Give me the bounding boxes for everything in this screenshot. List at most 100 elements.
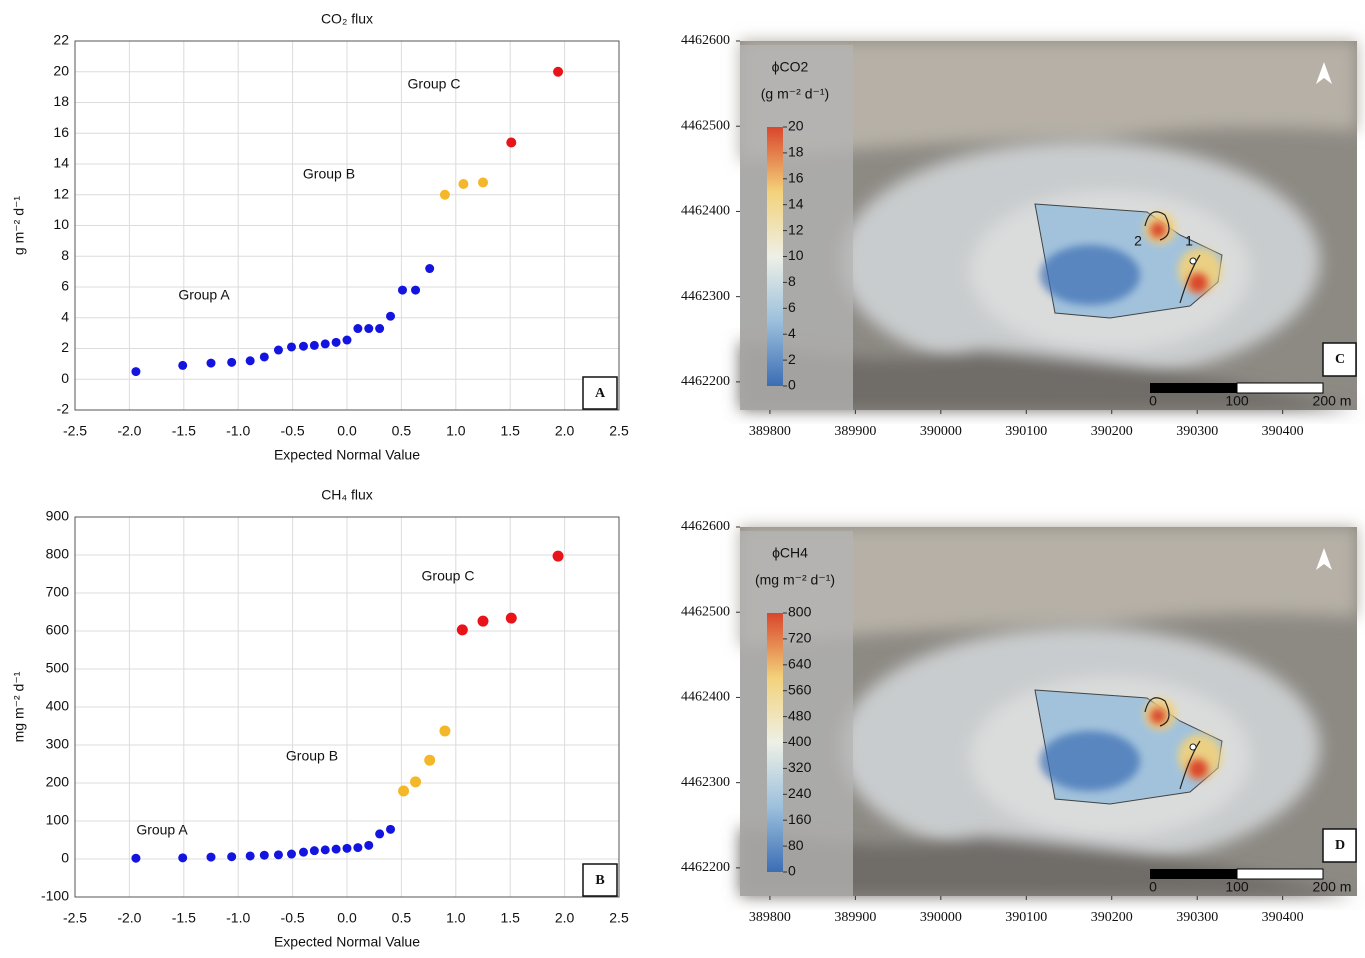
x-tick-label: 390100 bbox=[1005, 910, 1047, 925]
panel-letter: D bbox=[1335, 838, 1345, 853]
x-tick-label: 0.5 bbox=[392, 910, 412, 926]
data-point bbox=[342, 843, 352, 853]
data-point bbox=[320, 845, 330, 855]
y-tick-label: 0 bbox=[61, 370, 69, 386]
map-annotation: 1 bbox=[1185, 233, 1193, 249]
x-tick-label: 390200 bbox=[1091, 424, 1133, 439]
panel-letter: B bbox=[595, 873, 604, 888]
north-arrow bbox=[1316, 548, 1332, 570]
data-point bbox=[477, 615, 489, 627]
data-point bbox=[309, 846, 319, 856]
x-axis-label: Expected Normal Value bbox=[274, 934, 420, 950]
y-tick-label: 300 bbox=[46, 736, 70, 752]
x-tick-label: 390300 bbox=[1176, 424, 1218, 439]
x-tick-label: -1.5 bbox=[172, 910, 196, 926]
y-tick-label: 100 bbox=[46, 812, 70, 828]
x-tick-label: 1.5 bbox=[500, 423, 520, 439]
data-point bbox=[245, 356, 255, 366]
data-point bbox=[331, 337, 341, 347]
legend-units: (g m⁻² d⁻¹) bbox=[761, 86, 829, 102]
map-annotation: 2 bbox=[1134, 233, 1142, 249]
scale-label: 100 bbox=[1225, 393, 1249, 409]
x-tick-label: -2.5 bbox=[63, 910, 87, 926]
data-point bbox=[478, 177, 488, 188]
y-axis-label: g m⁻² d⁻¹ bbox=[11, 196, 27, 255]
colorbar bbox=[767, 613, 783, 872]
y-tick-label: 4462400 bbox=[681, 690, 730, 705]
data-point bbox=[227, 852, 237, 862]
x-tick-label: 389800 bbox=[749, 424, 791, 439]
data-point bbox=[424, 754, 436, 766]
colorbar-tick-label: 560 bbox=[788, 681, 812, 697]
data-point bbox=[273, 345, 283, 355]
data-point bbox=[375, 324, 385, 334]
y-tick-label: 2 bbox=[61, 339, 69, 355]
data-point bbox=[353, 843, 363, 853]
x-tick-label: 0.0 bbox=[337, 423, 357, 439]
terrain bbox=[740, 41, 1357, 161]
x-tick-label: 389800 bbox=[749, 910, 791, 925]
y-tick-label: 4462300 bbox=[681, 775, 730, 790]
x-tick-label: 2.5 bbox=[609, 423, 629, 439]
y-axis-label: mg m⁻² d⁻¹ bbox=[11, 671, 27, 742]
x-tick-label: -2.0 bbox=[117, 423, 141, 439]
y-tick-label: -2 bbox=[57, 401, 70, 417]
scale-label: 0 bbox=[1149, 393, 1157, 409]
y-tick-label: 14 bbox=[53, 155, 69, 171]
y-tick-label: 4462300 bbox=[681, 289, 730, 304]
x-tick-label: 1.0 bbox=[446, 910, 466, 926]
y-tick-label: 200 bbox=[46, 774, 70, 790]
data-point bbox=[298, 847, 308, 857]
data-point bbox=[425, 264, 435, 274]
y-tick-label: 16 bbox=[53, 124, 69, 140]
chart-title: CO₂ flux bbox=[321, 11, 373, 27]
x-tick-label: -1.5 bbox=[172, 423, 196, 439]
vent bbox=[1189, 743, 1197, 751]
y-tick-label: 8 bbox=[61, 247, 69, 263]
panel-letter-box bbox=[1322, 342, 1357, 377]
flux-low bbox=[1040, 731, 1140, 791]
colorbar-tick-label: 320 bbox=[788, 759, 812, 775]
data-point bbox=[386, 824, 396, 834]
data-point bbox=[206, 358, 216, 368]
x-tick-label: 390200 bbox=[1091, 910, 1133, 925]
y-tick-label: 400 bbox=[46, 698, 70, 714]
y-tick-label: 4462200 bbox=[681, 860, 730, 875]
data-point bbox=[206, 852, 216, 862]
colorbar-tick-label: 20 bbox=[788, 118, 804, 134]
x-tick-label: -2.5 bbox=[63, 423, 87, 439]
group-label: Group C bbox=[422, 568, 475, 584]
hotspot bbox=[1188, 759, 1208, 779]
colorbar-tick-label: 800 bbox=[788, 604, 812, 620]
y-tick-label: 900 bbox=[46, 508, 70, 524]
contour bbox=[1144, 211, 1201, 304]
panel-letter: A bbox=[595, 386, 606, 401]
terrain bbox=[740, 527, 1357, 647]
x-tick-label: 389900 bbox=[834, 910, 876, 925]
y-tick-label: 4462400 bbox=[681, 204, 730, 219]
panel-letter-box bbox=[582, 376, 618, 410]
x-tick-label: -0.5 bbox=[281, 910, 305, 926]
x-tick-label: 2.0 bbox=[555, 423, 575, 439]
data-point bbox=[320, 339, 330, 349]
x-tick-label: 1.0 bbox=[446, 423, 466, 439]
colorbar-tick-label: 18 bbox=[788, 144, 804, 160]
y-tick-label: 4462500 bbox=[681, 604, 730, 619]
data-point bbox=[439, 725, 451, 737]
x-tick-label: -1.0 bbox=[226, 910, 250, 926]
colorbar-tick-label: 2 bbox=[788, 351, 796, 367]
data-point bbox=[375, 829, 385, 839]
group-label: Group B bbox=[286, 748, 338, 764]
scale-bar-white bbox=[1236, 382, 1324, 394]
group-label: Group B bbox=[303, 166, 355, 182]
y-tick-label: 12 bbox=[53, 185, 69, 201]
colorbar-tick-label: 640 bbox=[788, 656, 812, 672]
plot-frame bbox=[74, 40, 620, 411]
flux-low bbox=[1040, 245, 1140, 305]
data-point bbox=[259, 352, 269, 362]
y-tick-label: 4462600 bbox=[681, 519, 730, 534]
y-tick-label: 4462200 bbox=[681, 374, 730, 389]
data-point bbox=[287, 342, 297, 352]
scale-bar-black bbox=[1150, 383, 1237, 393]
data-point bbox=[410, 776, 422, 788]
